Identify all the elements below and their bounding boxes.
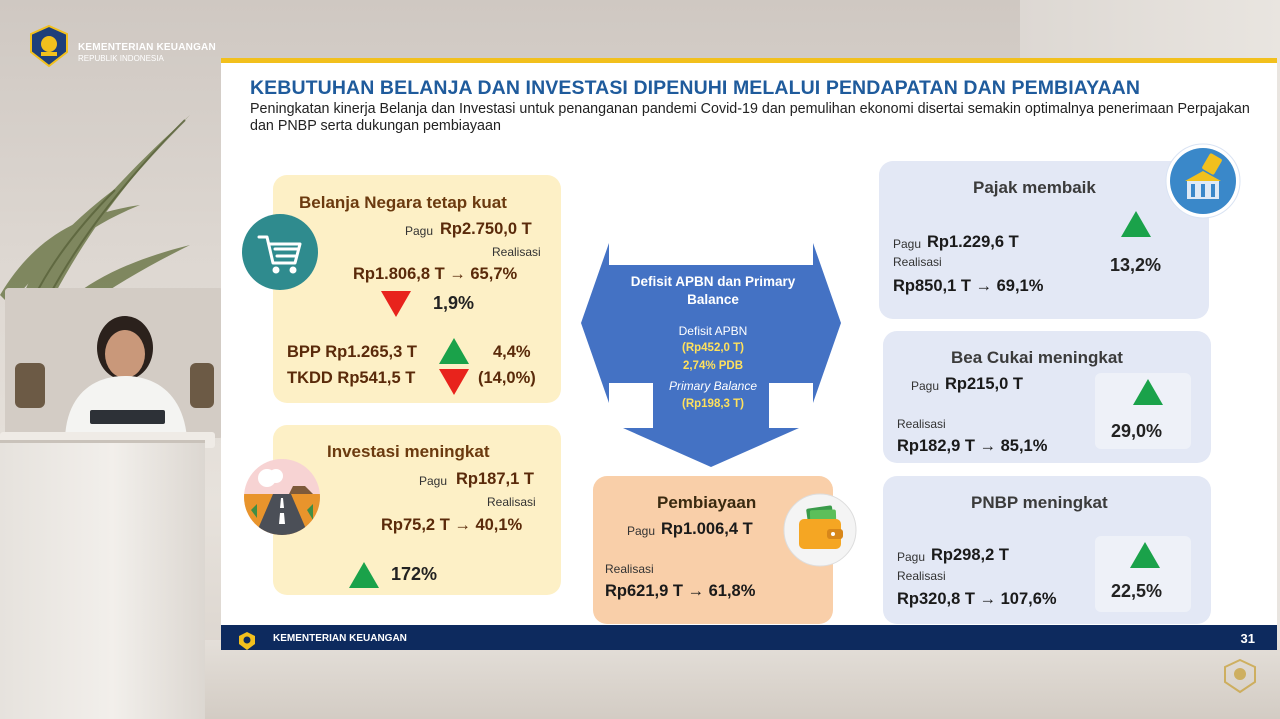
pembiayaan-pagu-label: Pagu <box>627 524 656 538</box>
defisit-arrow-shape <box>581 243 841 467</box>
pnbp-title: PNBP meningkat <box>971 493 1108 512</box>
defisit-value: (Rp452,0 T) <box>682 342 744 354</box>
pembiayaan-pagu-value: Rp1.006,4 T <box>661 520 753 538</box>
desk <box>0 440 205 719</box>
pajak-card: Pajak membaik Pagu Rp1.229,6 T Realisasi… <box>879 161 1209 319</box>
belanja-tkdd-change: (14,0%) <box>478 369 536 387</box>
slide-title: KEBUTUHAN BELANJA DAN INVESTASI DIPENUHI… <box>250 77 1141 99</box>
investasi-card: Investasi meningkat Pagu Rp187,1 T Reali… <box>273 425 561 595</box>
studio-floor <box>200 640 1280 719</box>
pnbp-change: 22,5% <box>1111 581 1163 601</box>
investasi-up-arrow-icon <box>349 562 379 588</box>
pajak-pagu-value: Rp1.229,6 T <box>927 233 1019 251</box>
bea-up-arrow-icon <box>1133 379 1163 405</box>
corner-emblem-icon <box>1224 658 1256 694</box>
defisit-heading: Defisit APBN dan Primary Balance <box>630 274 796 307</box>
pembiayaan-realisasi-value: Rp621,9 T → 61,8% <box>605 582 756 600</box>
pajak-pagu-label: Pagu <box>893 237 922 251</box>
belanja-realisasi-label: Realisasi <box>492 245 541 259</box>
pajak-change: 13,2% <box>1110 255 1162 275</box>
defisit-pdb: 2,74% PDB <box>682 360 744 372</box>
investasi-title: Investasi meningkat <box>327 442 490 461</box>
investasi-realisasi-label: Realisasi <box>487 495 536 509</box>
bea-realisasi-label: Realisasi <box>897 417 946 431</box>
pajak-realisasi-value: Rp850,1 T → 69,1% <box>893 277 1044 295</box>
belanja-change: 1,9% <box>433 293 475 313</box>
presenter-video <box>5 288 223 438</box>
bea-card: Bea Cukai meningkat Pagu Rp215,0 T Reali… <box>883 331 1211 463</box>
pnbp-pagu-value: Rp298,2 T <box>931 546 1009 564</box>
belanja-down-arrow-icon <box>381 291 411 317</box>
investasi-realisasi-value: Rp75,2 T → 40,1% <box>381 516 523 534</box>
bea-realisasi-value: Rp182,9 T → 85,1% <box>897 437 1048 455</box>
org-name: KEMENTERIAN KEUANGAN <box>78 42 216 53</box>
investasi-pagu-label: Pagu <box>419 474 448 488</box>
primary-balance-label: Primary Balance <box>668 379 758 393</box>
pembiayaan-realisasi-label: Realisasi <box>605 562 654 576</box>
belanja-bpp: BPP Rp1.265,3 T <box>287 343 417 361</box>
belanja-pagu-value: Rp2.750,0 T <box>440 220 532 238</box>
presentation-slide: KEBUTUHAN BELANJA DAN INVESTASI DIPENUHI… <box>221 58 1277 650</box>
bpp-up-arrow-icon <box>439 338 469 364</box>
slide-footer: KEMENTERIAN KEUANGAN 31 <box>221 625 1277 650</box>
pnbp-realisasi-label: Realisasi <box>897 569 946 583</box>
pajak-realisasi-label: Realisasi <box>893 255 942 269</box>
wallet-icon <box>783 493 857 567</box>
bea-pagu-label: Pagu <box>911 379 940 393</box>
org-branding: KEMENTERIAN KEUANGAN REPUBLIK INDONESIA <box>78 42 216 63</box>
belanja-tkdd: TKDD Rp541,5 T <box>287 369 416 387</box>
footer-logo-icon <box>239 632 255 650</box>
pajak-up-arrow-icon <box>1121 211 1151 237</box>
defisit-label: Defisit APBN <box>678 324 748 338</box>
pnbp-card: PNBP meningkat Pagu Rp298,2 T Realisasi … <box>883 476 1211 624</box>
pajak-title: Pajak membaik <box>973 178 1096 197</box>
belanja-pagu-label: Pagu <box>405 224 434 238</box>
investasi-change: 172% <box>391 564 438 584</box>
footer-org: KEMENTERIAN KEUANGAN <box>273 633 407 644</box>
page-number: 31 <box>1240 631 1255 646</box>
primary-balance-value: (Rp198,3 T) <box>682 398 744 410</box>
pnbp-up-arrow-icon <box>1130 542 1160 568</box>
kemenkeu-logo-icon <box>30 24 68 68</box>
road-icon <box>244 459 320 535</box>
belanja-realisasi-value: Rp1.806,8 T → 65,7% <box>353 265 518 283</box>
investasi-pagu-value: Rp187,1 T <box>456 470 534 488</box>
bea-title: Bea Cukai meningkat <box>951 348 1123 367</box>
belanja-card: Belanja Negara tetap kuat Pagu Rp2.750,0… <box>273 175 561 403</box>
tkdd-down-arrow-icon <box>439 369 469 395</box>
pnbp-realisasi-value: Rp320,8 T → 107,6% <box>897 590 1057 608</box>
slide-subtitle: Peningkatan kinerja Belanja dan Investas… <box>250 101 1250 134</box>
tax-building-icon <box>1165 143 1241 219</box>
shopping-cart-icon <box>242 214 318 290</box>
org-subname: REPUBLIK INDONESIA <box>78 54 164 63</box>
bea-change: 29,0% <box>1111 421 1163 441</box>
pembiayaan-title: Pembiayaan <box>657 493 757 512</box>
bea-pagu-value: Rp215,0 T <box>945 375 1023 393</box>
belanja-bpp-change: 4,4% <box>493 343 531 361</box>
pnbp-pagu-label: Pagu <box>897 550 926 564</box>
belanja-title: Belanja Negara tetap kuat <box>299 193 507 212</box>
